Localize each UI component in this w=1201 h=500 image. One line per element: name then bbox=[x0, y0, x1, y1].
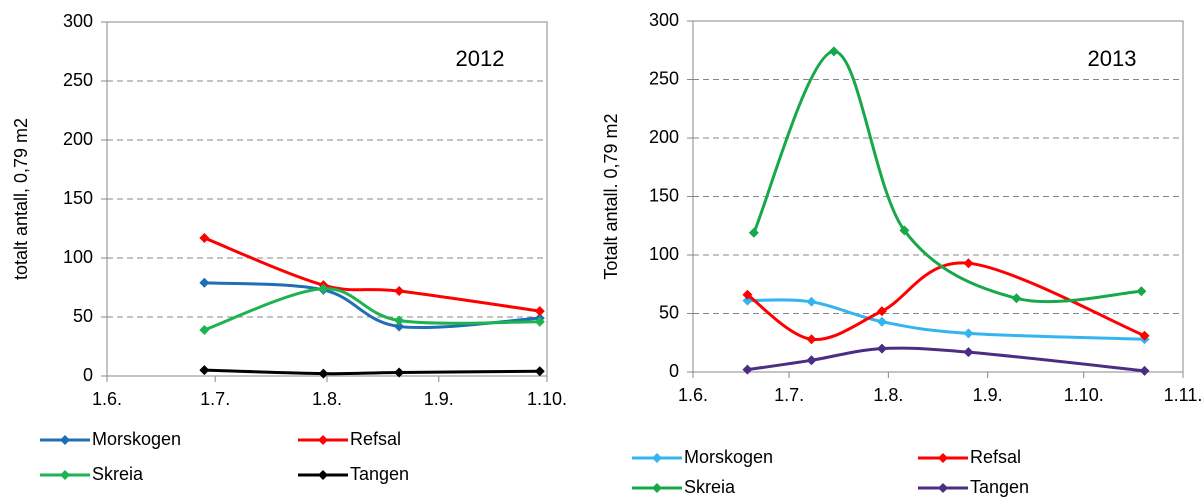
x-tick-label: 1.8. bbox=[873, 385, 903, 405]
point-marker bbox=[828, 46, 839, 57]
x-tick-label: 1.7. bbox=[200, 389, 230, 409]
series-line bbox=[203, 287, 540, 332]
y-tick-label: 150 bbox=[649, 185, 679, 205]
plot-frame bbox=[692, 20, 1184, 373]
y-tick-label: 250 bbox=[649, 68, 679, 88]
annotation: 2013 bbox=[1088, 46, 1137, 71]
annotation: 2012 bbox=[456, 46, 505, 71]
point-marker bbox=[199, 324, 210, 335]
legend-label: Refsal bbox=[970, 447, 1021, 467]
legend-marker bbox=[318, 470, 328, 480]
point-marker bbox=[318, 368, 329, 379]
y-tick-label: 50 bbox=[659, 302, 679, 322]
y-tick-label: 300 bbox=[63, 11, 93, 31]
legend-label: Tangen bbox=[970, 477, 1029, 497]
series-line bbox=[752, 49, 1142, 304]
x-tick-label: 1.7. bbox=[774, 385, 804, 405]
legend-marker bbox=[938, 453, 948, 463]
legend-marker bbox=[938, 483, 948, 493]
legend-label: Skreia bbox=[684, 477, 736, 497]
point-marker bbox=[199, 232, 210, 243]
point-marker bbox=[963, 258, 974, 269]
legend-label: Skreia bbox=[92, 464, 144, 484]
point-marker bbox=[318, 283, 329, 294]
point-marker bbox=[534, 366, 545, 377]
y-axis-label: Totalt antall. 0,79 m2 bbox=[601, 113, 621, 279]
point-marker bbox=[806, 334, 817, 345]
series-line bbox=[746, 261, 1146, 341]
point-marker bbox=[1011, 293, 1022, 304]
y-tick-label: 300 bbox=[649, 10, 679, 30]
x-tick-label: 1.11. bbox=[1164, 385, 1201, 405]
plot-frame bbox=[106, 21, 548, 377]
point-marker bbox=[806, 355, 817, 366]
point-marker bbox=[1139, 365, 1150, 376]
legend-label: Morskogen bbox=[92, 429, 181, 449]
point-marker bbox=[199, 365, 210, 376]
series-line bbox=[203, 236, 540, 313]
x-tick-label: 1.10. bbox=[527, 389, 567, 409]
legend-label: Tangen bbox=[350, 464, 409, 484]
y-tick-label: 0 bbox=[83, 365, 93, 385]
point-marker bbox=[876, 316, 887, 327]
y-tick-label: 200 bbox=[649, 127, 679, 147]
point-marker bbox=[534, 306, 545, 317]
x-tick-label: 1.6. bbox=[92, 389, 122, 409]
legend-marker bbox=[652, 453, 662, 463]
legend-marker bbox=[60, 435, 70, 445]
y-tick-label: 0 bbox=[669, 361, 679, 381]
y-tick-label: 100 bbox=[649, 244, 679, 264]
point-marker bbox=[1139, 330, 1150, 341]
y-axis-label: totalt antall, 0,79 m2 bbox=[11, 118, 31, 280]
y-tick-label: 50 bbox=[73, 306, 93, 326]
x-tick-label: 1.10. bbox=[1064, 385, 1104, 405]
series-line bbox=[747, 346, 1145, 373]
point-marker bbox=[963, 328, 974, 339]
point-marker bbox=[963, 347, 974, 358]
y-tick-label: 200 bbox=[63, 129, 93, 149]
point-marker bbox=[899, 225, 910, 236]
point-marker bbox=[394, 367, 405, 378]
point-marker bbox=[748, 227, 759, 238]
point-marker bbox=[806, 296, 817, 307]
point-marker bbox=[534, 316, 545, 327]
y-tick-label: 100 bbox=[63, 247, 93, 267]
series-line bbox=[204, 368, 540, 376]
point-marker bbox=[199, 277, 210, 288]
point-marker bbox=[394, 286, 405, 297]
point-marker bbox=[394, 315, 405, 326]
legend-label: Morskogen bbox=[684, 447, 773, 467]
x-tick-label: 1.6. bbox=[678, 385, 708, 405]
legend-label: Refsal bbox=[350, 429, 401, 449]
y-tick-label: 250 bbox=[63, 70, 93, 90]
point-marker bbox=[1136, 286, 1147, 297]
y-tick-label: 150 bbox=[63, 188, 93, 208]
series-line bbox=[747, 298, 1145, 341]
point-marker bbox=[394, 321, 405, 332]
x-tick-label: 1.8. bbox=[312, 389, 342, 409]
point-marker bbox=[876, 343, 887, 354]
x-tick-label: 1.9. bbox=[424, 389, 454, 409]
point-marker bbox=[876, 306, 887, 317]
x-tick-label: 1.9. bbox=[973, 385, 1003, 405]
point-marker bbox=[742, 364, 753, 375]
legend-marker bbox=[652, 483, 662, 493]
legend-marker bbox=[318, 435, 328, 445]
point-marker bbox=[742, 289, 753, 300]
legend-marker bbox=[60, 470, 70, 480]
